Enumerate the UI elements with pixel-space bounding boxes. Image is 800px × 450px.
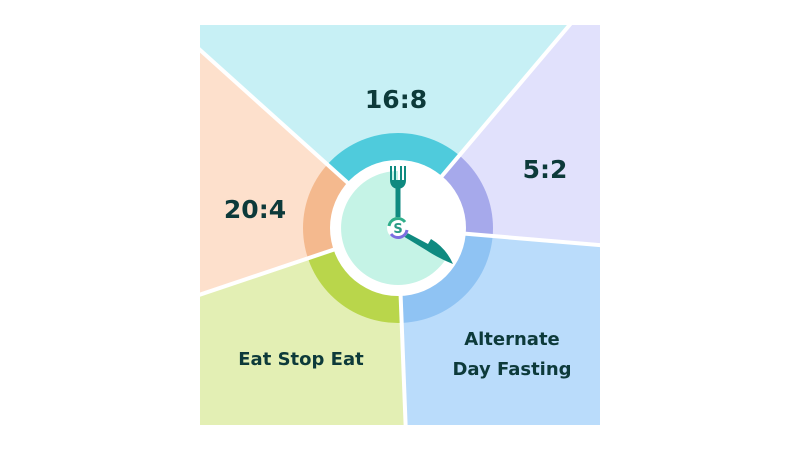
label-5-2: 5:2 [523, 155, 568, 184]
label-alternate-day-fasting-line1: Alternate [464, 329, 560, 350]
svg-text:S: S [393, 222, 402, 237]
knife-icon [398, 229, 453, 264]
label-16-8: 16:8 [365, 85, 427, 114]
logo: S [387, 217, 409, 239]
label-eat-stop-eat: Eat Stop Eat [238, 349, 364, 370]
fork-icon [390, 166, 406, 224]
ring-segment-alternate-day-fasting [398, 228, 493, 323]
label-20-4: 20:4 [224, 195, 286, 224]
sector-16-8 [200, 25, 570, 228]
label-alternate-day-fasting-line2: Day Fasting [452, 359, 571, 380]
